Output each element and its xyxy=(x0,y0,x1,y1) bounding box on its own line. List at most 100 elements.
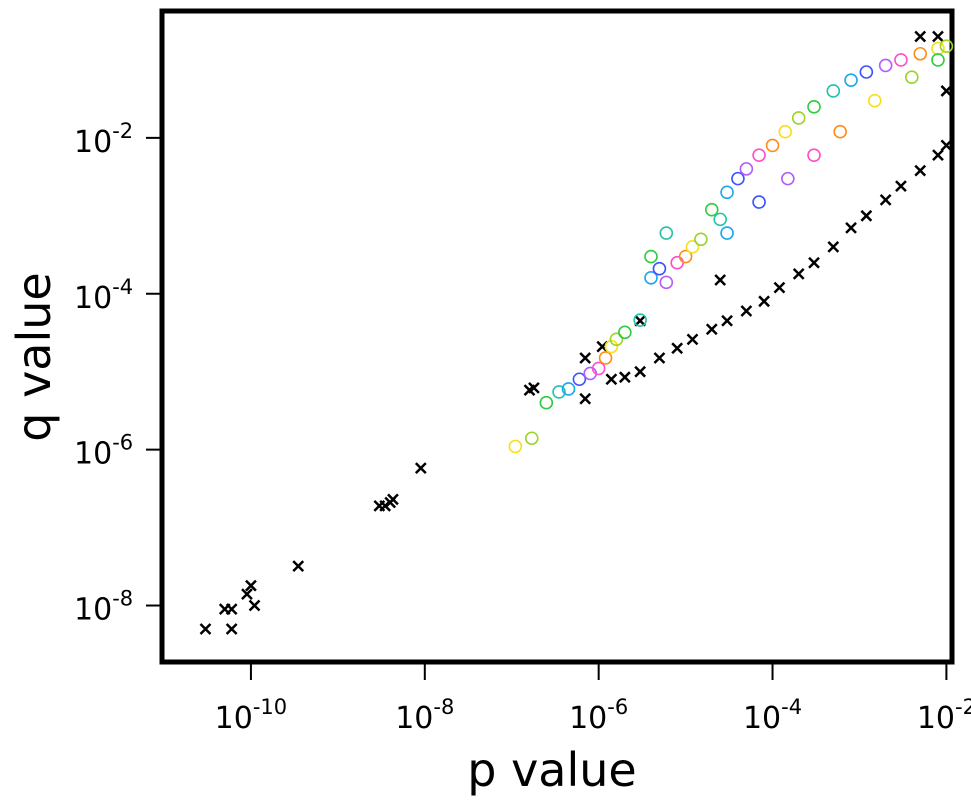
circle-marker-point xyxy=(644,271,658,285)
x-marker-point xyxy=(792,267,805,280)
y-axis-ticks: 10-810-610-410-2 xyxy=(74,119,160,628)
x-marker-point xyxy=(914,30,927,43)
y-tick-label: 10-4 xyxy=(74,275,133,316)
circle-marker-point xyxy=(694,232,708,247)
circle-marker-point xyxy=(704,202,719,217)
circle-marker-point xyxy=(807,148,821,162)
x-marker-point xyxy=(686,333,699,346)
x-marker-point xyxy=(634,365,647,378)
x-tick-base: 10 xyxy=(395,701,433,736)
y-tick-base: 10 xyxy=(74,593,112,628)
circle-marker-point xyxy=(765,138,780,153)
circle-marker-point xyxy=(598,351,613,365)
circle-marker-point xyxy=(939,39,954,54)
circle-marker-point xyxy=(778,124,793,139)
x-marker-point xyxy=(940,85,953,97)
x-marker-point xyxy=(241,588,253,601)
x-tick-base: 10 xyxy=(215,701,253,736)
circle-marker-point xyxy=(633,313,647,327)
x-tick-label: 10-10 xyxy=(215,695,288,736)
x-tick-exponent: -2 xyxy=(955,695,971,719)
x-marker-point xyxy=(225,603,238,615)
y-tick-label: 10-6 xyxy=(74,431,133,472)
circle-marker-point xyxy=(913,46,928,61)
x-marker-point xyxy=(248,599,261,612)
x-tick-base: 10 xyxy=(917,701,955,736)
x-marker-point xyxy=(618,371,631,384)
circle-marker-point xyxy=(659,275,674,290)
x-marker-point xyxy=(292,560,305,573)
x-axis-ticks: 10-10 10-8 10-6 10-4 10-2 xyxy=(215,664,971,736)
circle-marker-point xyxy=(659,226,674,240)
x-tick-exponent: -6 xyxy=(607,695,628,719)
x-marker-point xyxy=(808,256,820,269)
circle-marker-point xyxy=(826,84,841,98)
y-tick-base: 10 xyxy=(74,281,112,316)
x-tick-exponent: -8 xyxy=(433,695,454,719)
x-marker-point xyxy=(605,373,618,386)
y-tick-base: 10 xyxy=(74,125,112,160)
x-marker-point xyxy=(199,623,212,635)
x-marker-point xyxy=(671,342,684,355)
x-marker-point xyxy=(225,623,238,635)
circle-marker-point xyxy=(752,148,766,162)
x-marker-point xyxy=(860,209,873,222)
circle-marker-point xyxy=(878,58,893,73)
circle-marker-point xyxy=(931,53,945,67)
x-marker-point xyxy=(940,139,953,152)
x-marker-point xyxy=(245,579,257,592)
x-tick-base: 10 xyxy=(743,701,781,736)
x-marker-point xyxy=(879,194,892,206)
y-tick-exponent: -8 xyxy=(112,587,133,611)
y-tick-exponent: -4 xyxy=(112,275,133,299)
circle-marker-point xyxy=(609,332,624,347)
circle-marker-point xyxy=(561,382,576,396)
x-marker-point xyxy=(579,392,592,405)
circle-marker-point xyxy=(844,73,858,87)
circle-marker-point xyxy=(644,249,658,264)
circle-marker-point xyxy=(524,431,539,446)
circle-marker-point xyxy=(905,70,919,85)
x-marker-point xyxy=(721,314,733,327)
x-marker-point xyxy=(705,323,718,336)
y-tick-label: 10-2 xyxy=(74,119,133,160)
circle-marker-point xyxy=(720,185,734,200)
x-tick-exponent: -4 xyxy=(781,695,802,719)
circle-marker-point xyxy=(739,162,754,176)
x-marker-point xyxy=(740,305,753,317)
circle-marker-point xyxy=(678,249,693,264)
x-marker-point xyxy=(758,295,770,308)
y-tick-exponent: -6 xyxy=(112,431,133,455)
circle-marker-point xyxy=(685,240,700,254)
x-marker-point xyxy=(895,180,907,193)
circle-marker-point xyxy=(807,100,821,114)
points-layer xyxy=(199,30,954,635)
y-tick-exponent: -2 xyxy=(112,119,133,143)
circle-marker-point xyxy=(713,212,727,227)
x-marker-point xyxy=(414,462,427,474)
plot-frame xyxy=(159,8,955,665)
x-tick-label: 10-2 xyxy=(917,695,971,736)
circle-marker-point xyxy=(539,395,554,410)
circle-marker-point xyxy=(720,226,734,240)
circle-marker-point xyxy=(894,53,908,67)
x-marker-point xyxy=(845,221,857,234)
circle-marker-point xyxy=(867,93,882,108)
x-marker-point xyxy=(579,352,592,364)
x-tick-label: 10-6 xyxy=(569,695,628,736)
circle-marker-point xyxy=(604,339,619,354)
circle-marker-point xyxy=(859,65,874,79)
circle-marker-point xyxy=(833,124,847,139)
circle-marker-point xyxy=(552,385,566,399)
circle-marker-point xyxy=(572,372,587,387)
x-tick-label: 10-8 xyxy=(395,695,454,736)
x-marker-point xyxy=(932,30,944,43)
circle-marker-point xyxy=(731,171,745,186)
x-marker-point xyxy=(914,164,927,177)
x-tick-base: 10 xyxy=(569,701,607,736)
circle-marker-point xyxy=(781,171,795,186)
x-axis-title: p value xyxy=(467,743,636,797)
x-marker-point xyxy=(653,352,666,364)
y-axis-title: q value xyxy=(7,272,61,441)
